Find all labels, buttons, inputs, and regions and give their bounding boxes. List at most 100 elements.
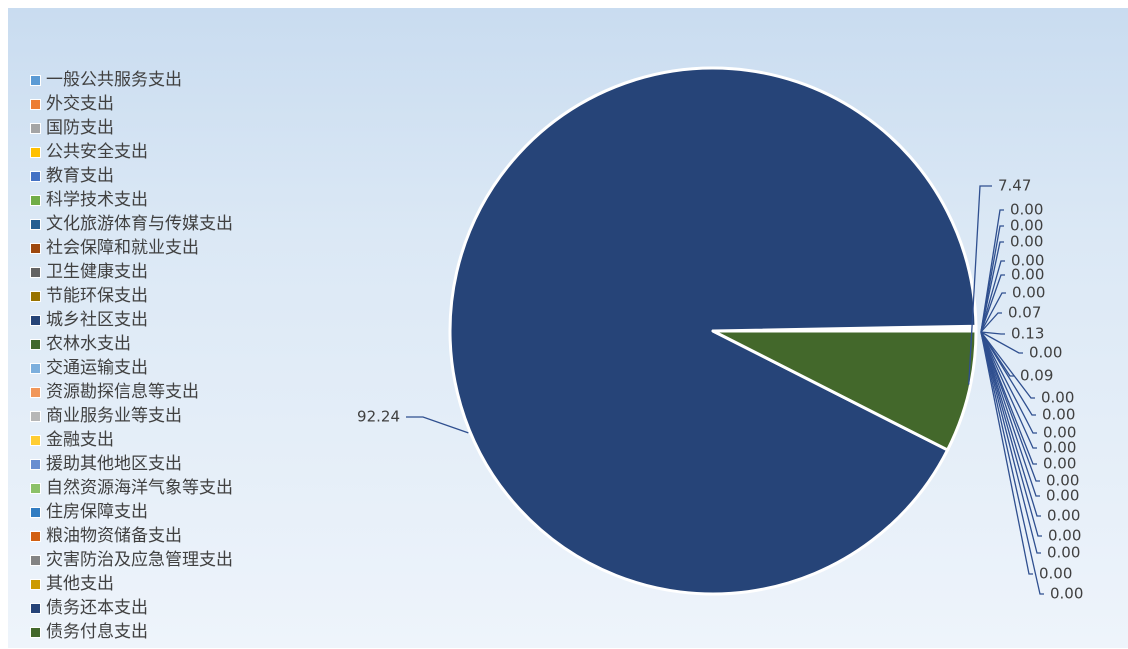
legend-item: 其他支出 bbox=[30, 572, 233, 596]
legend-label: 金融支出 bbox=[46, 430, 114, 450]
legend-swatch bbox=[30, 626, 41, 638]
legend-item: 灾害防治及应急管理支出 bbox=[30, 548, 233, 572]
legend-swatch bbox=[30, 146, 41, 158]
data-label: 0.00 bbox=[1043, 455, 1076, 473]
legend-label: 债务还本支出 bbox=[46, 598, 148, 618]
legend-item: 住房保障支出 bbox=[30, 500, 233, 524]
legend-label: 国防支出 bbox=[46, 118, 114, 138]
legend-item: 文化旅游体育与传媒支出 bbox=[30, 212, 233, 236]
legend-item: 城乡社区支出 bbox=[30, 308, 233, 332]
leader-line bbox=[980, 209, 1004, 333]
leader-line bbox=[980, 274, 1005, 333]
legend-label: 社会保障和就业支出 bbox=[46, 238, 199, 258]
legend-label: 资源勘探信息等支出 bbox=[46, 382, 199, 402]
legend-item: 社会保障和就业支出 bbox=[30, 236, 233, 260]
legend-item: 资源勘探信息等支出 bbox=[30, 380, 233, 404]
pie-slice bbox=[711, 329, 978, 452]
data-label: 0.00 bbox=[1046, 487, 1079, 505]
legend: 一般公共服务支出 外交支出国防支出公共安全支出 教育支出科学技术支出文化旅游体育与传… bbox=[30, 68, 233, 644]
data-label: 0.00 bbox=[1010, 217, 1043, 235]
data-label: 0.00 bbox=[1043, 439, 1076, 457]
data-label: 0.13 bbox=[1011, 325, 1044, 343]
legend-item: 债务还本支出 bbox=[30, 596, 233, 620]
legend-item: 农林水支出 bbox=[30, 332, 233, 356]
legend-swatch bbox=[30, 194, 41, 206]
leader-line bbox=[980, 260, 1005, 333]
legend-swatch bbox=[30, 98, 41, 110]
data-label: 0.00 bbox=[1011, 252, 1044, 270]
legend-item: 粮油物资储备支出 bbox=[30, 524, 233, 548]
leader-line bbox=[980, 331, 1041, 517]
legend-swatch bbox=[30, 410, 41, 422]
legend-swatch bbox=[30, 578, 41, 590]
legend-item: 教育支出 bbox=[30, 164, 233, 188]
legend-swatch bbox=[30, 602, 41, 614]
legend-label: 外交支出 bbox=[46, 94, 114, 114]
leader-line bbox=[980, 331, 1037, 434]
data-label: 0.00 bbox=[1012, 284, 1045, 302]
data-label: 0.00 bbox=[1041, 389, 1074, 407]
leader-line bbox=[980, 331, 1041, 554]
data-label: 0.00 bbox=[1047, 544, 1080, 562]
leader-line bbox=[980, 292, 1006, 333]
legend-swatch bbox=[30, 530, 41, 542]
legend-swatch bbox=[30, 362, 41, 374]
legend-swatch bbox=[30, 218, 41, 230]
data-label: 0.00 bbox=[1010, 201, 1043, 219]
legend-label: 其他支出 bbox=[46, 574, 114, 594]
legend-label: 节能环保支出 bbox=[46, 286, 148, 306]
legend-swatch bbox=[30, 482, 41, 494]
legend-swatch bbox=[30, 266, 41, 278]
legend-label: 城乡社区支出 bbox=[46, 310, 148, 330]
legend-label: 灾害防治及应急管理支出 bbox=[46, 550, 233, 570]
leader-line bbox=[980, 331, 1037, 449]
legend-label: 住房保障支出 bbox=[46, 502, 148, 522]
legend-label: 教育支出 bbox=[46, 166, 114, 186]
leader-line bbox=[980, 331, 1042, 537]
legend-swatch bbox=[30, 338, 41, 350]
leader-line bbox=[980, 331, 1023, 354]
data-label: 0.00 bbox=[1042, 406, 1075, 424]
leader-line bbox=[980, 241, 1004, 333]
legend-swatch bbox=[30, 242, 41, 254]
legend-item: 债务付息支出 bbox=[30, 620, 233, 644]
legend-item: 一般公共服务支出 bbox=[30, 68, 233, 92]
data-label: 0.00 bbox=[1047, 507, 1080, 525]
chart-panel: 一般公共服务支出 外交支出国防支出公共安全支出 教育支出科学技术支出文化旅游体育与传… bbox=[8, 8, 1128, 648]
legend-item: 卫生健康支出 bbox=[30, 260, 233, 284]
leader-line bbox=[406, 416, 469, 434]
legend-swatch bbox=[30, 122, 41, 134]
leader-line bbox=[980, 331, 1036, 416]
legend-item: 商业服务业等支出 bbox=[30, 404, 233, 428]
legend-item: 金融支出 bbox=[30, 428, 233, 452]
pie-chart: 0.000.000.000.000.000.000.070.130.000.09… bbox=[357, 66, 1083, 603]
leader-line bbox=[968, 185, 992, 385]
legend-swatch bbox=[30, 74, 41, 86]
data-label: 0.00 bbox=[1046, 472, 1079, 490]
legend-label: 文化旅游体育与传媒支出 bbox=[46, 214, 233, 234]
legend-item: 援助其他地区支出 bbox=[30, 452, 233, 476]
legend-label: 粮油物资储备支出 bbox=[46, 526, 182, 546]
leader-line bbox=[980, 331, 1044, 595]
legend-item: 外交支出 bbox=[30, 92, 233, 116]
data-label: 7.47 bbox=[998, 177, 1031, 195]
legend-label: 商业服务业等支出 bbox=[46, 406, 182, 426]
legend-label: 援助其他地区支出 bbox=[46, 454, 182, 474]
legend-label: 交通运输支出 bbox=[46, 358, 148, 378]
legend-item: 公共安全支出 bbox=[30, 140, 233, 164]
legend-label: 债务付息支出 bbox=[46, 622, 148, 642]
legend-item: 国防支出 bbox=[30, 116, 233, 140]
leader-line bbox=[980, 331, 1037, 465]
legend-item: 科学技术支出 bbox=[30, 188, 233, 212]
data-label: 0.07 bbox=[1008, 304, 1041, 322]
legend-label: 公共安全支出 bbox=[46, 142, 148, 162]
legend-label: 科学技术支出 bbox=[46, 190, 148, 210]
leader-line bbox=[980, 331, 1040, 482]
data-label: 0.00 bbox=[1043, 424, 1076, 442]
legend-swatch bbox=[30, 386, 41, 398]
legend-label: 自然资源海洋气象等支出 bbox=[46, 478, 233, 498]
data-label: 0.00 bbox=[1011, 266, 1044, 284]
legend-label: 农林水支出 bbox=[46, 334, 131, 354]
legend-swatch bbox=[30, 434, 41, 446]
leader-line bbox=[980, 331, 1033, 575]
